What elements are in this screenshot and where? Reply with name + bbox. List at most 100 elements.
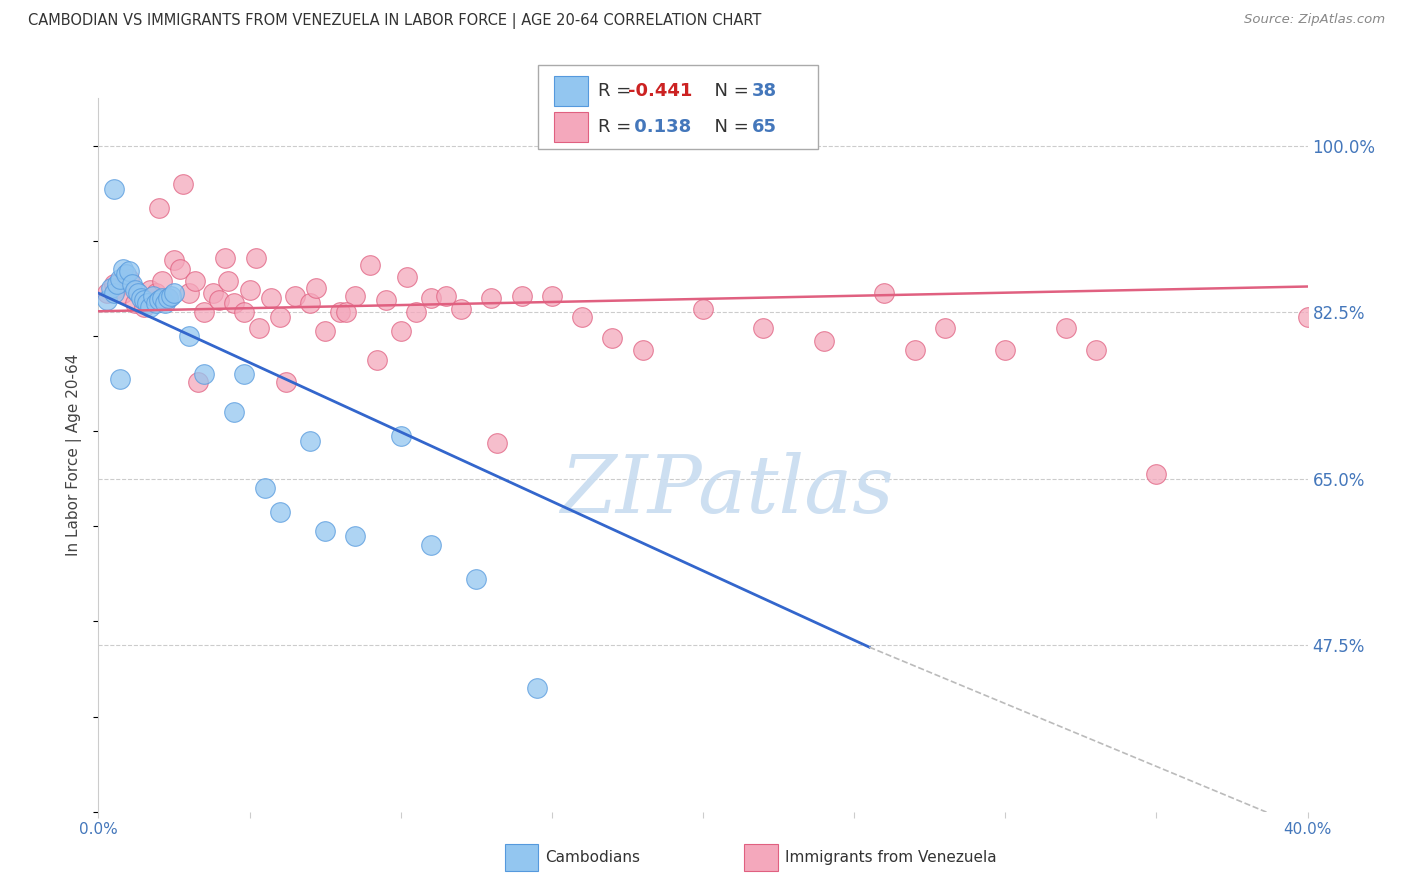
Point — [142, 289, 165, 303]
Point — [202, 286, 225, 301]
Text: -0.441: -0.441 — [628, 82, 693, 100]
Text: ZIPatlas: ZIPatlas — [561, 452, 894, 529]
Point — [208, 293, 231, 307]
Y-axis label: In Labor Force | Age 20-64: In Labor Force | Age 20-64 — [66, 354, 83, 556]
Point — [934, 321, 956, 335]
Point — [395, 270, 418, 285]
Text: R =: R = — [598, 118, 637, 136]
Point — [247, 321, 270, 335]
Point — [232, 305, 254, 319]
Point — [118, 272, 141, 286]
Point — [124, 283, 146, 297]
Text: Immigrants from Venezuela: Immigrants from Venezuela — [785, 850, 997, 864]
Point — [214, 251, 236, 265]
Point — [127, 286, 149, 301]
Point — [1054, 321, 1077, 335]
Point — [145, 286, 167, 301]
Point — [602, 331, 624, 345]
Point — [105, 281, 128, 295]
Point — [692, 302, 714, 317]
Text: 38: 38 — [752, 82, 778, 100]
Point — [132, 293, 155, 307]
Point — [172, 177, 194, 191]
Point — [121, 277, 143, 291]
Text: Source: ZipAtlas.com: Source: ZipAtlas.com — [1244, 13, 1385, 27]
Point — [184, 274, 207, 288]
Point — [103, 286, 125, 301]
Point — [510, 289, 533, 303]
Point — [405, 305, 427, 319]
Point — [631, 343, 654, 358]
Text: R =: R = — [598, 82, 637, 100]
Text: N =: N = — [703, 118, 755, 136]
Point — [269, 505, 291, 519]
Point — [994, 343, 1017, 358]
Point — [253, 481, 276, 495]
Point — [111, 286, 134, 301]
Point — [299, 295, 322, 310]
Point — [217, 274, 239, 288]
Point — [269, 310, 291, 324]
Point — [481, 291, 503, 305]
Point — [187, 375, 209, 389]
Point — [752, 321, 775, 335]
Point — [108, 272, 131, 286]
Point — [139, 283, 162, 297]
Point — [135, 295, 157, 310]
Point — [366, 352, 388, 367]
Point — [1144, 467, 1167, 481]
Point — [224, 405, 246, 419]
Point — [100, 281, 122, 295]
Point — [1296, 310, 1319, 324]
Point — [156, 291, 179, 305]
Point — [571, 310, 593, 324]
Point — [526, 681, 548, 695]
Point — [450, 302, 472, 317]
Point — [274, 375, 297, 389]
Point — [904, 343, 927, 358]
Point — [169, 262, 191, 277]
Point — [224, 295, 246, 310]
Point — [314, 524, 336, 538]
Text: 65: 65 — [752, 118, 778, 136]
Point — [344, 289, 367, 303]
Point — [360, 258, 382, 272]
Point — [118, 264, 141, 278]
Text: CAMBODIAN VS IMMIGRANTS FROM VENEZUELA IN LABOR FORCE | AGE 20-64 CORRELATION CH: CAMBODIAN VS IMMIGRANTS FROM VENEZUELA I… — [28, 13, 762, 29]
Point — [420, 538, 443, 552]
Point — [335, 305, 357, 319]
Point — [124, 295, 146, 310]
Point — [284, 289, 307, 303]
Point — [96, 293, 118, 307]
Point — [344, 529, 367, 543]
Text: N =: N = — [703, 82, 755, 100]
Point — [1085, 343, 1108, 358]
Point — [103, 181, 125, 195]
Point — [103, 277, 125, 291]
Point — [153, 295, 176, 310]
Point — [232, 367, 254, 381]
Point — [813, 334, 835, 348]
Point — [129, 291, 152, 305]
Point — [111, 262, 134, 277]
Point — [193, 305, 215, 319]
Point — [160, 289, 183, 303]
Point — [540, 289, 562, 303]
Point — [305, 281, 328, 295]
Text: Cambodians: Cambodians — [546, 850, 641, 864]
Point — [105, 277, 128, 291]
Point — [374, 293, 396, 307]
Point — [163, 286, 186, 301]
Point — [420, 291, 443, 305]
Point — [434, 289, 457, 303]
Point — [179, 286, 201, 301]
Point — [314, 324, 336, 338]
Point — [299, 434, 322, 448]
Point — [114, 267, 136, 281]
Point — [329, 305, 352, 319]
Point — [465, 572, 488, 586]
Point — [150, 291, 173, 305]
Point — [163, 252, 186, 267]
Point — [132, 301, 155, 315]
Point — [873, 286, 896, 301]
